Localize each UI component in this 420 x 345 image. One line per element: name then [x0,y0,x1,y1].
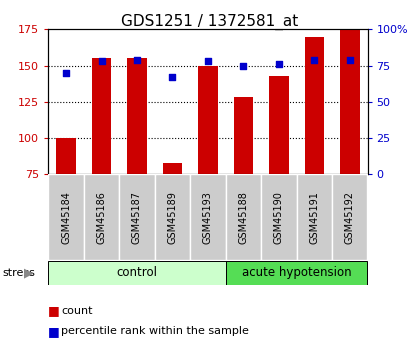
Point [346,57,353,62]
Bar [190,174,226,260]
Bar [48,261,226,285]
Bar [155,174,190,260]
Text: acute hypotension: acute hypotension [242,266,352,279]
Text: ▶: ▶ [24,266,33,279]
Bar [234,97,253,174]
Text: stress: stress [2,268,35,278]
Point [276,61,282,67]
Text: GSM45192: GSM45192 [345,191,355,244]
Text: percentile rank within the sample: percentile rank within the sample [61,326,249,336]
Bar [304,37,324,174]
Point [63,70,69,76]
Text: GSM45189: GSM45189 [168,191,177,244]
Text: GSM45186: GSM45186 [97,191,107,244]
Text: GSM45191: GSM45191 [309,191,319,244]
Bar [84,174,119,260]
Bar [56,138,76,174]
Bar [163,162,182,174]
Bar [127,58,147,174]
Bar [269,76,289,174]
Point [240,63,247,68]
Bar [226,261,368,285]
Bar [198,66,218,174]
Bar [119,174,155,260]
Text: GSM45184: GSM45184 [61,191,71,244]
Bar [340,29,360,174]
Point [134,57,140,62]
Point [311,57,318,62]
Text: ■: ■ [48,325,60,338]
Point [98,58,105,64]
Point [205,58,211,64]
Text: count: count [61,306,92,315]
Bar [332,174,368,260]
Text: control: control [116,266,158,279]
Text: GDS1251 / 1372581_at: GDS1251 / 1372581_at [121,14,299,30]
Bar [261,174,297,260]
Text: ■: ■ [48,304,60,317]
Point [169,75,176,80]
Bar [226,174,261,260]
Bar [48,174,84,260]
Bar [297,174,332,260]
Text: GSM45193: GSM45193 [203,191,213,244]
Text: GSM45188: GSM45188 [239,191,248,244]
Bar [92,58,111,174]
Text: GSM45190: GSM45190 [274,191,284,244]
Text: GSM45187: GSM45187 [132,191,142,244]
